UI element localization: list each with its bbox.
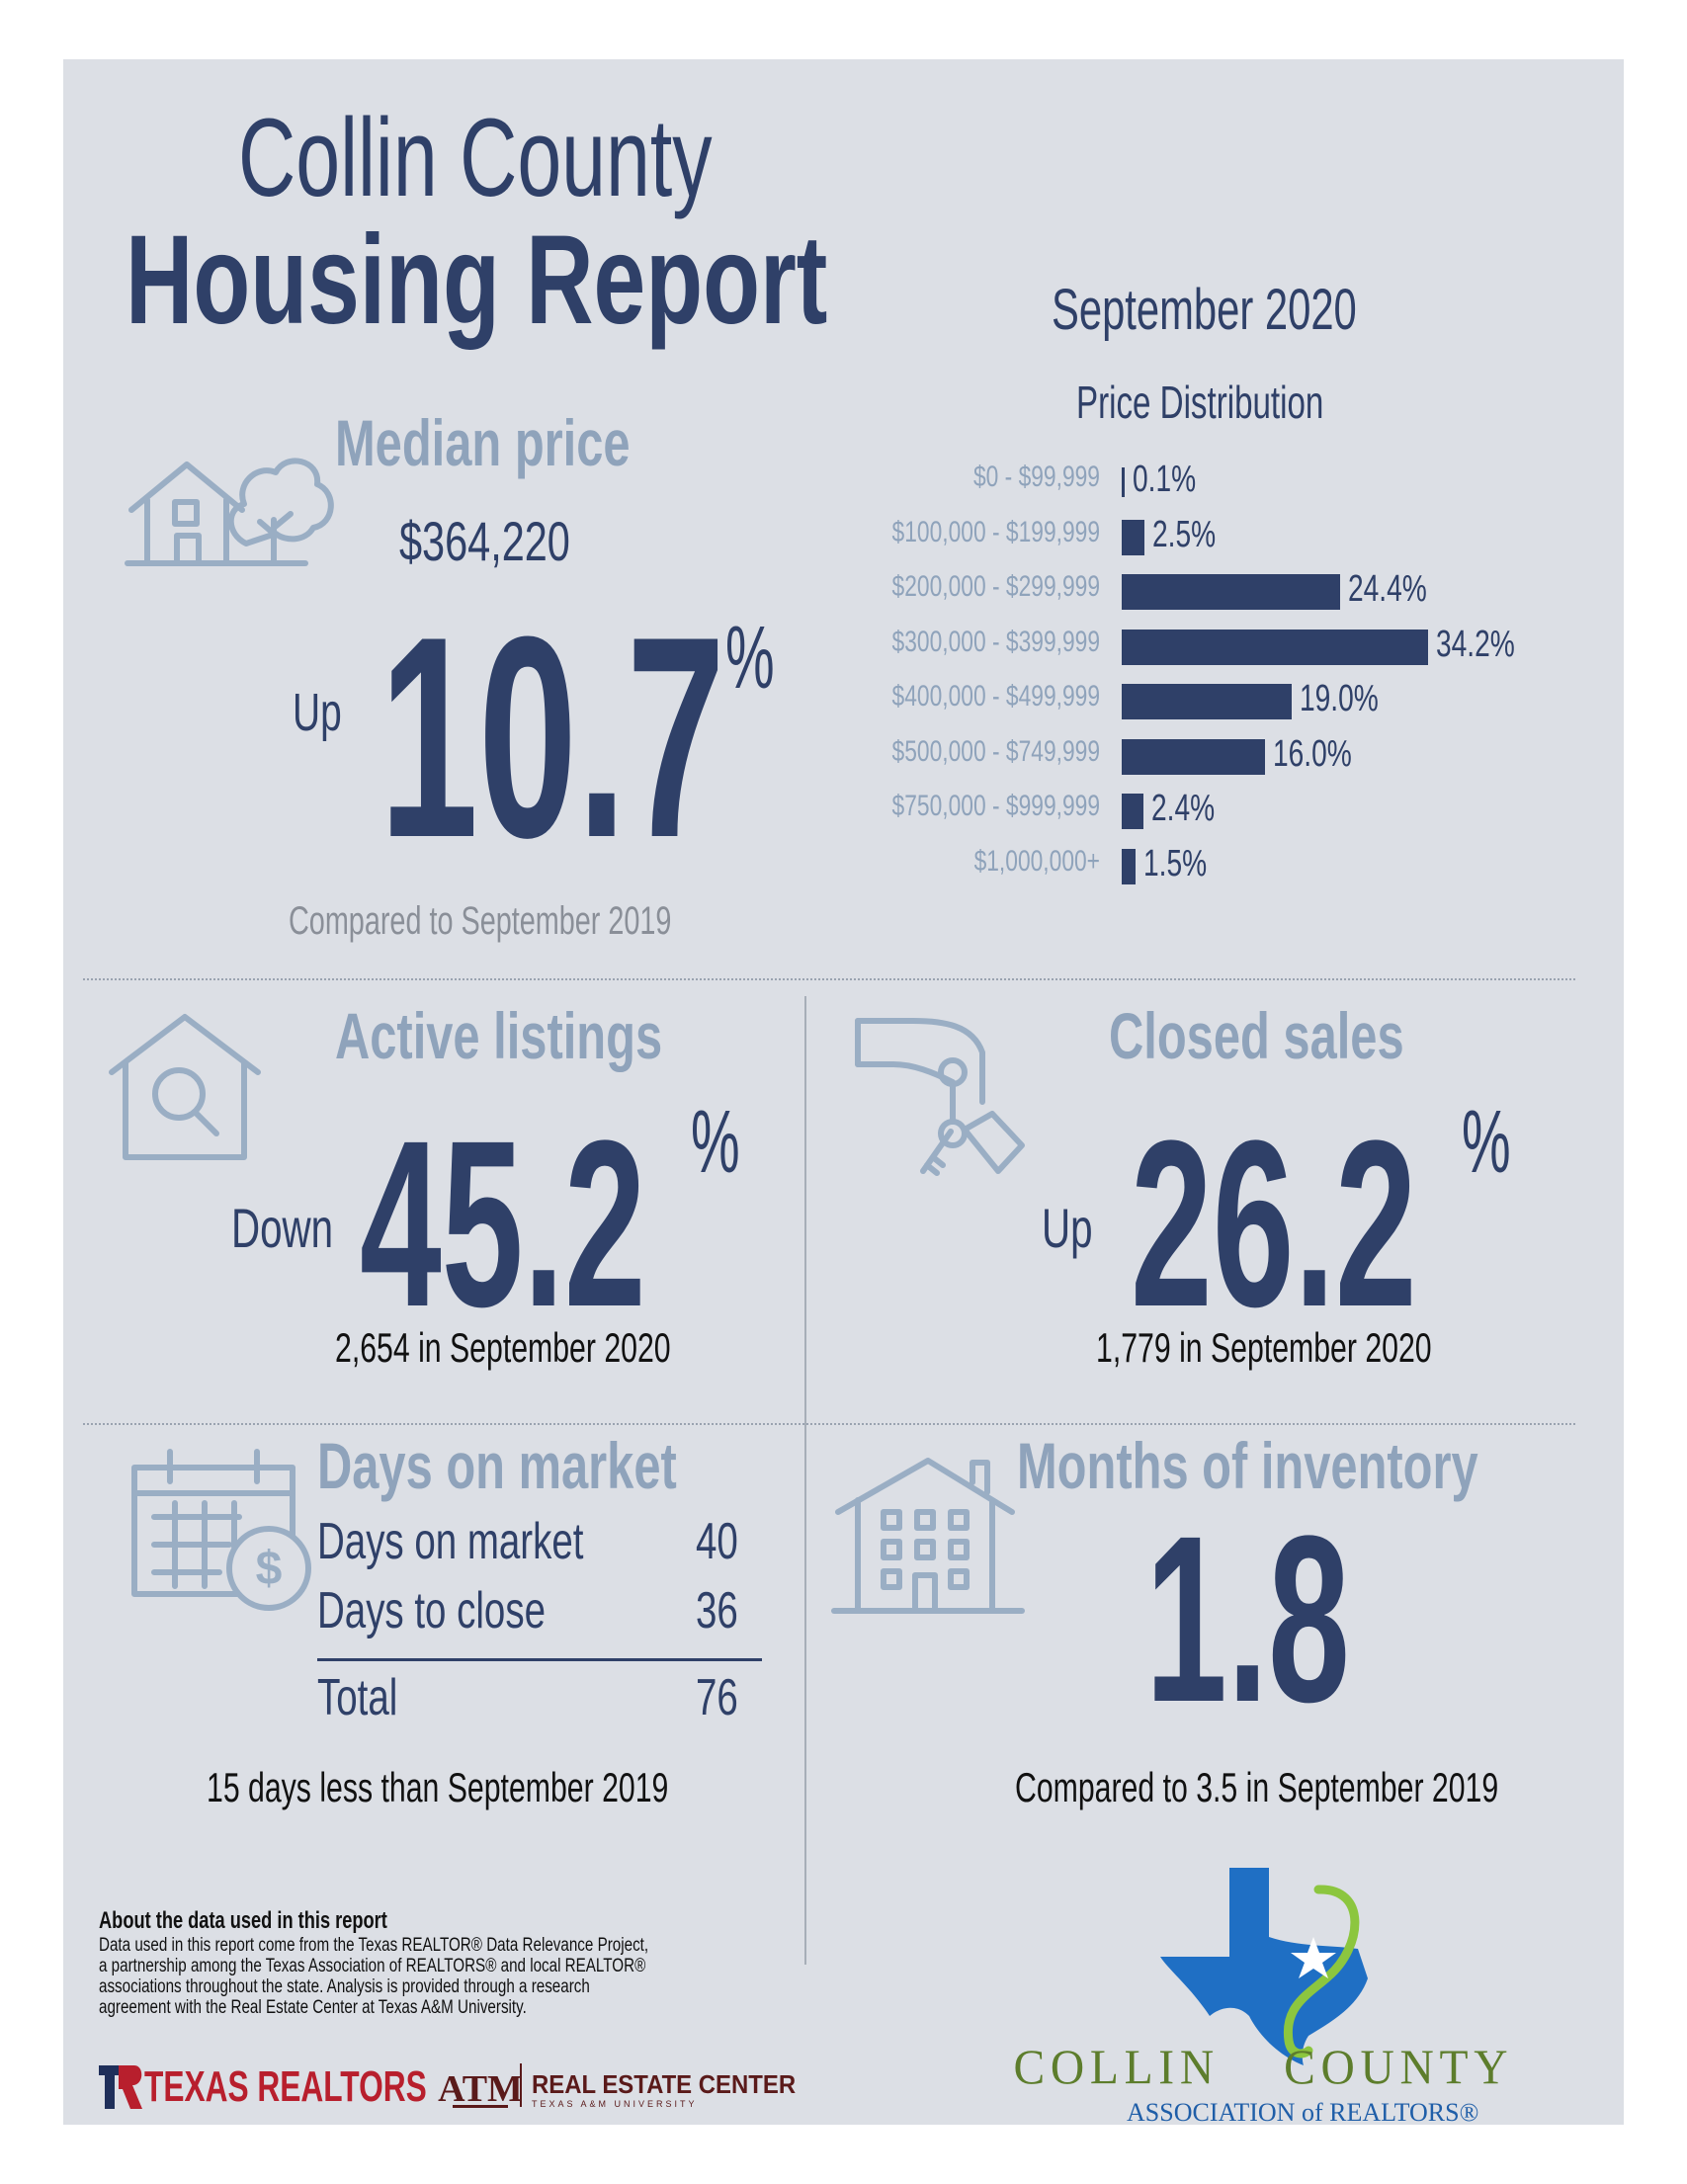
- median-price-heading: Median price: [335, 406, 631, 479]
- price-bar: [1122, 848, 1136, 884]
- dom-subtext: 15 days less than September 2019: [207, 1764, 669, 1810]
- price-bar-label: $300,000 - $399,999: [891, 625, 1100, 658]
- price-bar: [1122, 467, 1125, 497]
- divider-vertical: [804, 996, 806, 1965]
- house-magnifier-icon: [109, 1014, 261, 1160]
- dom-row-label: Days on market: [317, 1513, 584, 1570]
- median-price-value: $364,220: [399, 510, 570, 572]
- total-row-value: 76: [696, 1669, 738, 1726]
- texas-map-logo-icon: [1160, 1868, 1368, 2065]
- svg-text:ATM: ATM: [438, 2068, 523, 2110]
- texas-realtors-logo-icon: [99, 2065, 142, 2109]
- closed-sales-heading: Closed sales: [1109, 999, 1404, 1072]
- price-bar: [1122, 629, 1428, 665]
- total-rule: [317, 1658, 762, 1661]
- texas-realtors-wordmark: TEXAS REALTORS: [144, 2062, 427, 2111]
- price-bar-label: $200,000 - $299,999: [891, 570, 1100, 603]
- price-bar-value: 0.1%: [1133, 459, 1197, 500]
- real-estate-center-wordmark: REAL ESTATE CENTER: [532, 2069, 797, 2099]
- price-bar-label: $100,000 - $199,999: [891, 515, 1100, 548]
- closed-subtext: 1,779 in September 2020: [1096, 1324, 1432, 1371]
- report-panel: Collin County Housing Report September 2…: [63, 59, 1624, 2127]
- real-estate-center-sub: TEXAS A&M UNIVERSITY: [532, 2099, 698, 2109]
- price-bar-label: $400,000 - $499,999: [891, 680, 1100, 713]
- price-bar-value: 34.2%: [1436, 623, 1515, 665]
- active-percent-sign: %: [691, 1093, 740, 1192]
- price-bar-value: 2.5%: [1151, 513, 1216, 555]
- closed-direction: Up: [1042, 1197, 1093, 1259]
- price-distribution-heading: Price Distribution: [1076, 377, 1324, 428]
- price-bar: [1122, 574, 1341, 610]
- months-inventory-heading: Months of inventory: [1017, 1429, 1478, 1502]
- active-direction: Down: [231, 1197, 334, 1259]
- price-bar-label: $750,000 - $999,999: [891, 790, 1100, 822]
- collin-wordmark: COLLIN: [1013, 2039, 1220, 2094]
- texas-am-logo-icon: ATM: [438, 2068, 523, 2110]
- total-row-label: Total: [317, 1669, 398, 1726]
- price-bar-label: $0 - $99,999: [972, 461, 1100, 493]
- active-change-value: 45.2: [360, 1091, 646, 1356]
- price-bar-value: 2.4%: [1150, 788, 1215, 829]
- calendar-dollar-icon: $: [131, 1449, 311, 1611]
- title-line-1: Collin County: [238, 96, 713, 219]
- price-bar-label: $1,000,000+: [973, 844, 1100, 878]
- hand-keys-icon: [855, 1018, 1025, 1176]
- median-percent-sign: %: [725, 609, 775, 708]
- months-inventory-value: 1.8: [1145, 1486, 1350, 1751]
- price-bar-label: $500,000 - $749,999: [891, 734, 1100, 768]
- about-body: Data used in this report come from the T…: [99, 1935, 649, 2018]
- moi-subtext: Compared to 3.5 in September 2019: [1015, 1764, 1499, 1810]
- price-bar: [1122, 519, 1144, 555]
- closed-percent-sign: %: [1462, 1093, 1511, 1192]
- svg-text:$: $: [256, 1543, 283, 1595]
- closed-change-value: 26.2: [1131, 1091, 1417, 1356]
- median-change-value: 10.7: [380, 577, 725, 897]
- house-tree-icon: [125, 458, 334, 566]
- report-period: September 2020: [1052, 278, 1357, 342]
- median-comparison: Compared to September 2019: [289, 899, 672, 943]
- association-wordmark: ASSOCIATION of REALTORS®: [1127, 2098, 1479, 2127]
- price-bar: [1122, 738, 1266, 775]
- median-direction: Up: [293, 683, 342, 742]
- active-subtext: 2,654 in September 2020: [335, 1324, 671, 1371]
- logo-separator: [520, 2063, 522, 2107]
- price-bar: [1122, 684, 1293, 719]
- about-heading: About the data used in this report: [99, 1907, 387, 1934]
- dtc-row-label: Days to close: [317, 1582, 546, 1639]
- price-bar-value: 24.4%: [1348, 568, 1427, 610]
- active-listings-heading: Active listings: [335, 999, 663, 1072]
- dom-row-value: 40: [696, 1513, 738, 1570]
- price-bar-value: 1.5%: [1142, 842, 1207, 884]
- county-wordmark: COUNTY: [1284, 2039, 1514, 2094]
- divider-top: [83, 978, 1575, 980]
- price-bar-value: 16.0%: [1273, 732, 1352, 775]
- divider-middle: [83, 1423, 1575, 1425]
- dtc-row-value: 36: [696, 1582, 738, 1639]
- price-bar: [1122, 794, 1143, 829]
- title-line-2: Housing Report: [126, 210, 828, 351]
- apartment-house-icon: [831, 1458, 1025, 1614]
- days-on-market-heading: Days on market: [317, 1429, 677, 1502]
- price-bar-value: 19.0%: [1300, 678, 1379, 719]
